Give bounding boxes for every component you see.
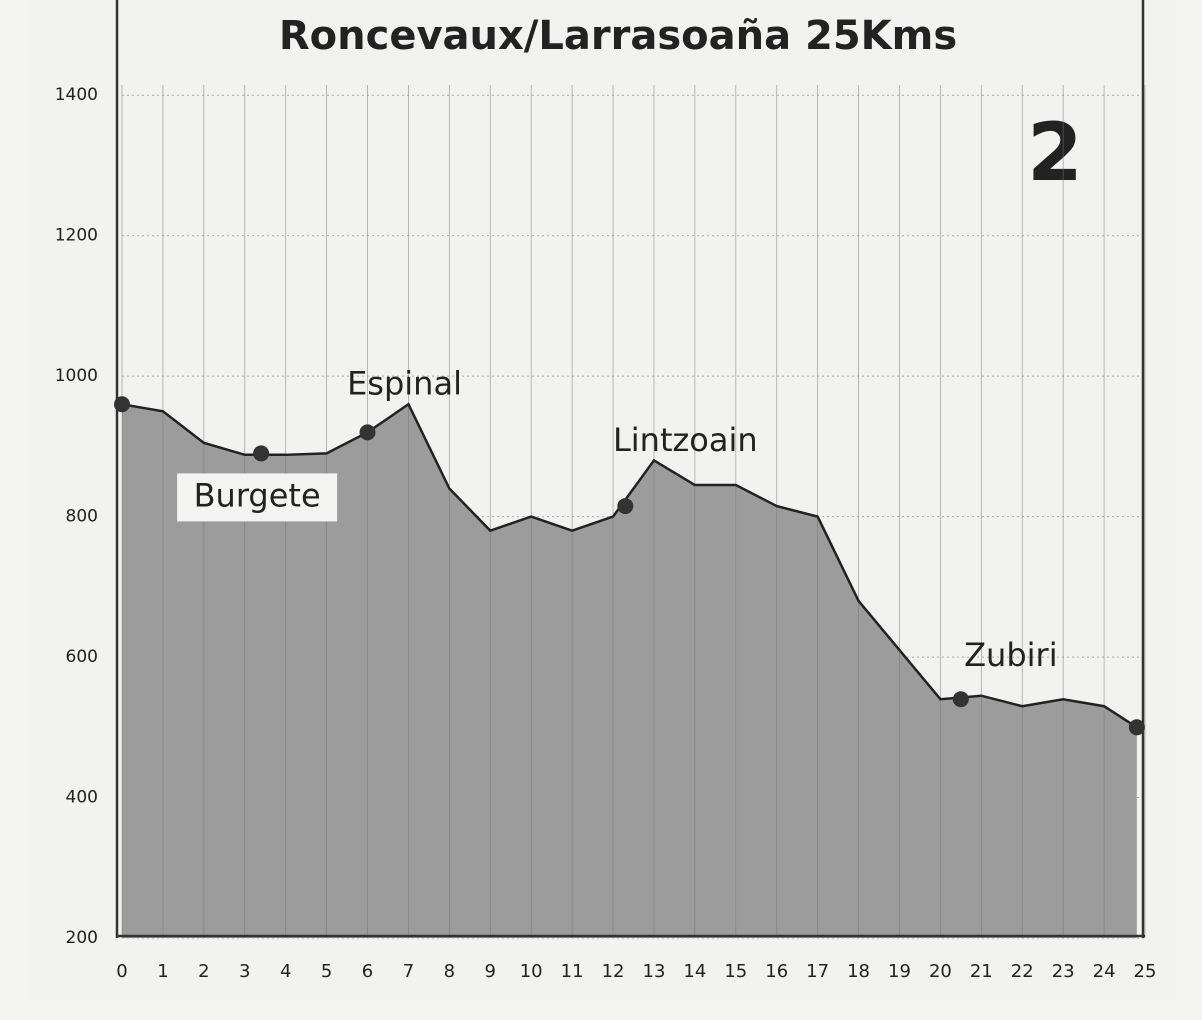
y-tick-label: 1000 [55, 366, 98, 386]
x-tick-label: 16 [765, 961, 788, 982]
town-label: Zubiri [964, 636, 1057, 674]
y-tick-label: 800 [66, 507, 98, 527]
town-label: Espinal [347, 364, 462, 402]
town-dot [952, 691, 969, 708]
x-tick-label: 5 [321, 961, 332, 982]
x-tick-label: 25 [1134, 961, 1157, 982]
x-tick-label: 21 [970, 961, 993, 982]
stage-number: 2 [1027, 106, 1083, 199]
x-tick-label: 18 [847, 961, 870, 982]
x-tick-label: 2 [198, 961, 209, 982]
town-dot [617, 498, 634, 515]
y-tick-label: 1200 [55, 226, 98, 246]
x-tick-label: 12 [602, 961, 625, 982]
town-label: Lintzoain [613, 421, 758, 459]
x-tick-label: 24 [1093, 961, 1116, 982]
x-tick-label: 9 [485, 961, 496, 982]
town-label: Burgete [194, 476, 321, 514]
x-tick-label: 19 [888, 961, 911, 982]
x-tick-label: 20 [929, 961, 952, 982]
label-box [177, 473, 338, 522]
town-dot [253, 445, 270, 462]
y-tick-label: 600 [66, 647, 98, 667]
x-tick-label: 1 [157, 961, 168, 982]
y-tick-label: 200 [66, 928, 98, 948]
x-tick-label: 22 [1011, 961, 1034, 982]
y-tick-label: 400 [66, 788, 98, 808]
profile-line [121, 402, 1138, 729]
x-tick-label: 10 [520, 961, 543, 982]
town-dot [359, 424, 376, 441]
x-tick-label: 6 [362, 961, 373, 982]
x-tick-label: 8 [444, 961, 455, 982]
endpoint-dot [1128, 719, 1145, 736]
x-tick-label: 0 [116, 961, 127, 982]
y-tick-label: 1400 [55, 85, 98, 105]
x-tick-label: 13 [643, 961, 666, 982]
x-tick-label: 7 [403, 961, 414, 982]
x-tick-label: 14 [683, 961, 706, 982]
x-tick-label: 11 [561, 961, 584, 982]
area-fill [122, 404, 1137, 938]
x-tick-label: 4 [280, 961, 291, 982]
x-tick-label: 3 [239, 961, 250, 982]
x-tick-label: 23 [1052, 961, 1075, 982]
chart-title: Roncevaux/Larrasoaña 25Kms [279, 13, 957, 59]
x-tick-label: 15 [724, 961, 747, 982]
x-tick-label: 17 [806, 961, 829, 982]
